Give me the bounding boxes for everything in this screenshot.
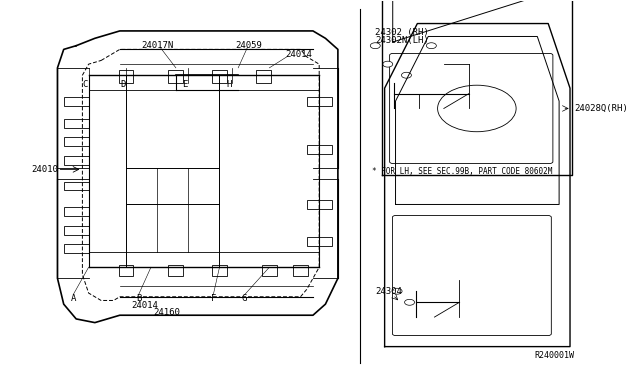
Bar xyxy=(293,265,308,276)
Text: H: H xyxy=(226,80,232,89)
Text: B: B xyxy=(136,294,141,303)
Text: D: D xyxy=(120,80,125,89)
Bar xyxy=(307,145,332,154)
Circle shape xyxy=(404,299,415,305)
Bar xyxy=(118,70,134,83)
Text: F: F xyxy=(211,294,216,303)
Bar xyxy=(64,137,88,146)
Text: 24302N(LH): 24302N(LH) xyxy=(375,36,429,45)
Text: 24014: 24014 xyxy=(131,301,158,311)
Bar xyxy=(64,156,88,164)
Text: * FOR LH, SEE SEC.99B, PART CODE 80602M: * FOR LH, SEE SEC.99B, PART CODE 80602M xyxy=(372,167,552,176)
Circle shape xyxy=(383,61,393,67)
Text: 24304: 24304 xyxy=(375,287,402,296)
FancyBboxPatch shape xyxy=(390,54,553,163)
Text: R240001W: R240001W xyxy=(534,351,575,360)
Text: 24302 (RH): 24302 (RH) xyxy=(375,28,429,37)
FancyBboxPatch shape xyxy=(392,215,551,336)
Text: 24010: 24010 xyxy=(31,165,58,174)
Text: E: E xyxy=(182,80,188,89)
Text: 24028Q(RH): 24028Q(RH) xyxy=(575,104,628,113)
Bar xyxy=(262,265,277,276)
Bar xyxy=(212,70,227,83)
Ellipse shape xyxy=(438,85,516,132)
Bar xyxy=(168,70,183,83)
Bar xyxy=(64,208,88,216)
Bar xyxy=(64,182,88,190)
Bar xyxy=(255,70,271,83)
Bar xyxy=(64,226,88,235)
Bar xyxy=(212,265,227,276)
Bar xyxy=(118,265,134,276)
Circle shape xyxy=(401,72,412,78)
Text: G: G xyxy=(242,294,247,303)
Text: 24160: 24160 xyxy=(153,308,180,317)
Text: 24014: 24014 xyxy=(285,51,312,60)
Text: 24017N: 24017N xyxy=(141,41,174,50)
Text: 24059: 24059 xyxy=(235,41,262,50)
Bar xyxy=(64,119,88,128)
Circle shape xyxy=(426,43,436,49)
Bar xyxy=(168,265,183,276)
Circle shape xyxy=(392,288,402,294)
Bar xyxy=(307,200,332,209)
Bar xyxy=(64,244,88,253)
Text: C: C xyxy=(83,80,88,89)
Text: A: A xyxy=(70,294,76,303)
Bar xyxy=(64,97,88,106)
Circle shape xyxy=(371,43,380,49)
Bar xyxy=(307,97,332,106)
Bar xyxy=(307,237,332,246)
